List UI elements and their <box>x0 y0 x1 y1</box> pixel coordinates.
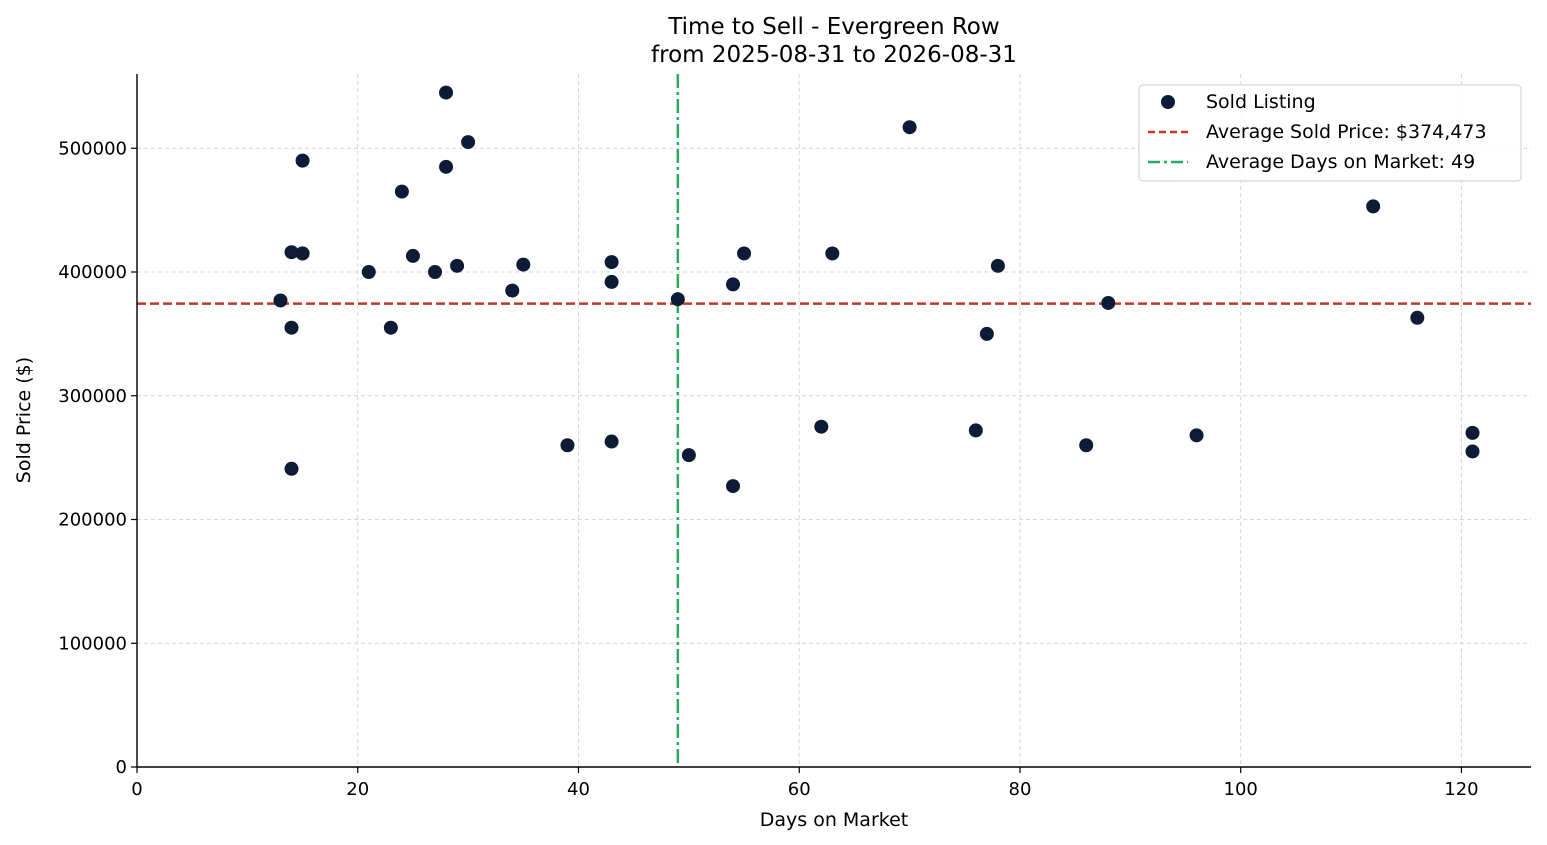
y-axis-label: Sold Price ($) <box>13 357 35 483</box>
data-points <box>273 85 1480 494</box>
data-point <box>361 265 376 279</box>
data-point <box>604 255 619 270</box>
data-point <box>814 419 829 434</box>
legend-label-average-price: Average Sold Price: $374,473 <box>1206 121 1487 143</box>
data-point <box>681 448 696 463</box>
reference-lines <box>137 74 1531 767</box>
data-point <box>439 159 454 174</box>
legend-label-average-days: Average Days on Market: 49 <box>1206 151 1475 173</box>
chart-title: Time to Sell - Evergreen Row <box>667 14 999 40</box>
y-tick-label: 400000 <box>58 262 127 283</box>
data-point <box>726 277 741 292</box>
data-point <box>604 274 619 289</box>
x-tick-label: 20 <box>346 779 369 800</box>
data-point <box>902 120 917 135</box>
data-point <box>1465 425 1480 440</box>
y-tick-label: 500000 <box>58 138 127 159</box>
data-point <box>284 461 299 476</box>
y-tick-label: 100000 <box>58 633 127 654</box>
y-tick-label: 200000 <box>58 510 127 531</box>
legend: Sold Listing Average Sold Price: $374,47… <box>1138 84 1522 182</box>
data-point <box>284 320 299 335</box>
data-point <box>1366 199 1381 214</box>
legend-label-sold-listing: Sold Listing <box>1206 91 1316 113</box>
data-point <box>968 423 983 438</box>
data-point <box>990 258 1005 273</box>
x-axis-label: Days on Market <box>760 809 908 831</box>
x-tick-label: 100 <box>1224 779 1258 800</box>
tick-labels: 0 20 40 60 80 100 120 0 100000 200000 300000 400000… <box>58 138 1478 800</box>
data-point <box>428 265 443 279</box>
data-point <box>726 479 741 494</box>
data-point <box>979 326 994 341</box>
x-tick-label: 120 <box>1444 779 1478 800</box>
data-point <box>461 135 476 150</box>
axes <box>131 74 1531 773</box>
x-tick-label: 80 <box>1009 779 1032 800</box>
data-point <box>295 246 310 261</box>
data-point <box>1079 438 1094 453</box>
x-tick-label: 60 <box>788 779 811 800</box>
data-point <box>737 246 752 261</box>
x-tick-label: 0 <box>131 779 142 800</box>
data-point <box>450 258 465 273</box>
data-point <box>505 283 520 298</box>
data-point <box>405 248 420 263</box>
data-point <box>1410 310 1425 325</box>
data-point <box>1189 428 1204 443</box>
legend-marker-sold-listing <box>1161 95 1175 109</box>
data-point <box>394 184 409 199</box>
data-point <box>1465 444 1480 459</box>
data-point <box>516 257 531 272</box>
legend-frame <box>1138 84 1522 182</box>
chart-subtitle: from 2025-08-31 to 2026-08-31 <box>651 42 1017 68</box>
data-point <box>560 438 575 453</box>
data-point <box>383 320 398 335</box>
data-point <box>1101 295 1116 310</box>
data-point <box>825 246 840 261</box>
data-point <box>604 434 619 449</box>
data-point <box>284 245 299 260</box>
x-tick-label: 40 <box>567 779 590 800</box>
data-point <box>670 292 685 307</box>
y-tick-label: 300000 <box>58 386 127 407</box>
y-tick-label: 0 <box>116 757 127 778</box>
data-point <box>273 293 288 308</box>
data-point <box>439 85 454 100</box>
data-point <box>295 153 310 168</box>
